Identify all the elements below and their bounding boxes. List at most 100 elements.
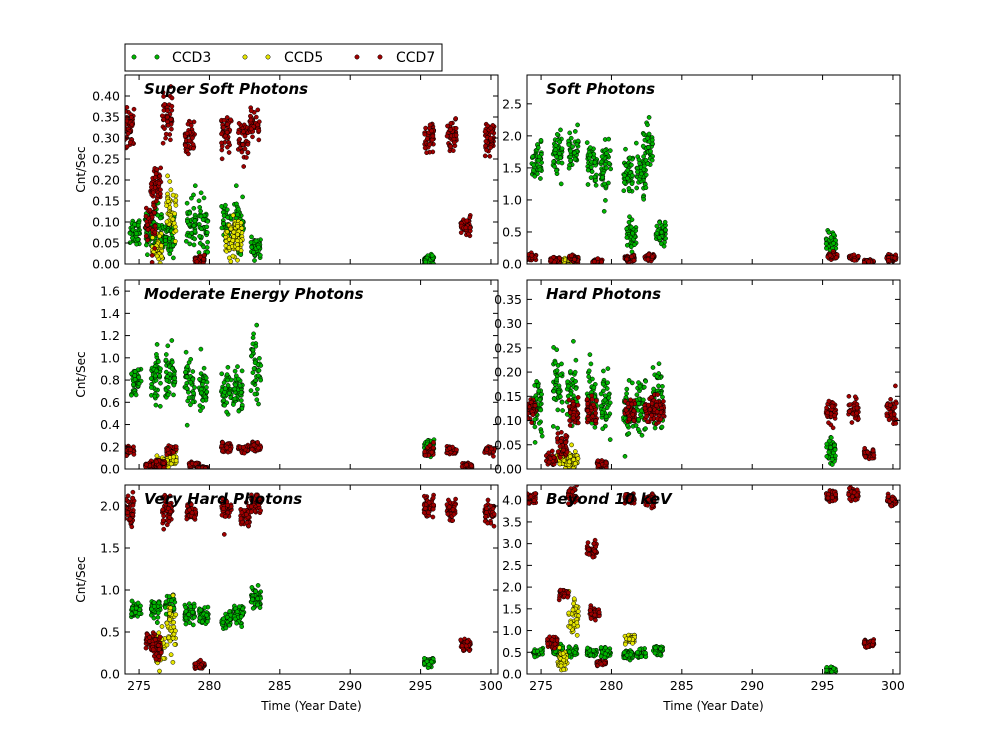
data-point <box>239 225 245 231</box>
data-point <box>256 128 262 133</box>
data-point <box>135 237 141 242</box>
data-point <box>607 148 613 153</box>
data-point <box>235 224 240 229</box>
data-point <box>164 378 170 383</box>
data-point <box>151 203 156 208</box>
data-point <box>135 600 141 606</box>
data-point <box>219 140 224 146</box>
data-point <box>626 378 632 383</box>
data-point <box>249 234 254 240</box>
data-point <box>254 322 260 328</box>
data-point <box>656 361 662 367</box>
y-tick-label: 0.30 <box>494 316 522 331</box>
data-point <box>184 147 190 153</box>
data-point <box>131 106 137 112</box>
data-point <box>659 424 665 430</box>
data-point <box>151 604 157 609</box>
data-point <box>154 352 159 357</box>
data-point <box>238 398 244 403</box>
data-point <box>250 605 256 611</box>
data-point <box>600 426 606 432</box>
data-point <box>529 420 535 425</box>
data-point <box>624 256 630 262</box>
data-point <box>539 429 544 435</box>
data-point <box>198 208 203 214</box>
y-tick-label: 0.20 <box>92 173 120 188</box>
data-point <box>184 422 190 428</box>
data-point <box>190 609 195 615</box>
data-point <box>467 225 473 231</box>
data-point <box>431 440 436 445</box>
panel-title: Soft Photons <box>546 80 655 98</box>
data-point <box>187 241 193 247</box>
data-point <box>219 131 224 137</box>
data-point <box>224 121 230 127</box>
data-point <box>239 149 245 155</box>
data-point <box>221 221 226 227</box>
data-point <box>188 402 193 408</box>
data-point <box>171 454 176 460</box>
data-point <box>831 240 836 246</box>
data-point <box>149 259 155 264</box>
data-point <box>255 107 261 113</box>
data-point <box>232 386 238 392</box>
data-point <box>572 129 578 134</box>
data-point <box>250 335 256 341</box>
data-point <box>829 457 835 462</box>
data-point <box>231 234 237 239</box>
panel-moderate: 0.00.20.40.60.81.01.21.41.6 Moderate Ener… <box>74 279 499 477</box>
data-point <box>224 207 230 213</box>
data-point <box>592 259 597 264</box>
y-tick-label: 0.00 <box>92 257 120 272</box>
data-point <box>253 589 258 594</box>
data-point <box>191 614 197 620</box>
data-point <box>575 402 581 408</box>
data-point <box>458 230 464 235</box>
data-point <box>572 461 578 466</box>
data-point <box>197 240 203 246</box>
data-point <box>640 143 646 149</box>
data-point <box>568 369 573 374</box>
data-point <box>185 364 190 369</box>
data-point <box>557 444 563 449</box>
data-point <box>826 449 832 455</box>
data-point <box>537 167 543 173</box>
data-point <box>236 130 241 135</box>
data-point <box>556 389 562 395</box>
data-point <box>827 252 833 258</box>
data-point <box>188 356 194 362</box>
data-point <box>201 256 206 262</box>
data-point <box>627 214 632 220</box>
data-point <box>635 427 641 432</box>
data-point <box>154 453 160 459</box>
data-point <box>204 389 210 395</box>
data-point <box>546 459 552 465</box>
data-point <box>532 173 538 179</box>
data-point <box>587 145 593 150</box>
data-point <box>645 122 650 128</box>
data-point <box>830 425 836 431</box>
y-tick-label: 0.40 <box>92 89 120 104</box>
data-point <box>253 377 259 383</box>
data-point <box>572 449 578 454</box>
data-point <box>171 392 176 398</box>
data-point <box>183 604 188 610</box>
data-point <box>554 377 559 382</box>
data-point <box>484 447 490 452</box>
data-point <box>430 133 436 139</box>
data-point <box>656 235 662 241</box>
panel-title: Moderate Energy Photons <box>144 285 364 303</box>
data-point <box>633 140 639 146</box>
points-super-soft <box>125 84 497 264</box>
data-point <box>645 135 650 141</box>
data-point <box>444 133 450 139</box>
data-point <box>584 396 590 402</box>
data-point <box>238 252 244 257</box>
data-point <box>826 229 832 235</box>
data-point <box>646 131 652 137</box>
data-point <box>202 465 208 469</box>
data-point <box>190 622 196 628</box>
data-point <box>251 366 257 371</box>
data-point <box>629 254 634 260</box>
data-point <box>893 383 898 389</box>
